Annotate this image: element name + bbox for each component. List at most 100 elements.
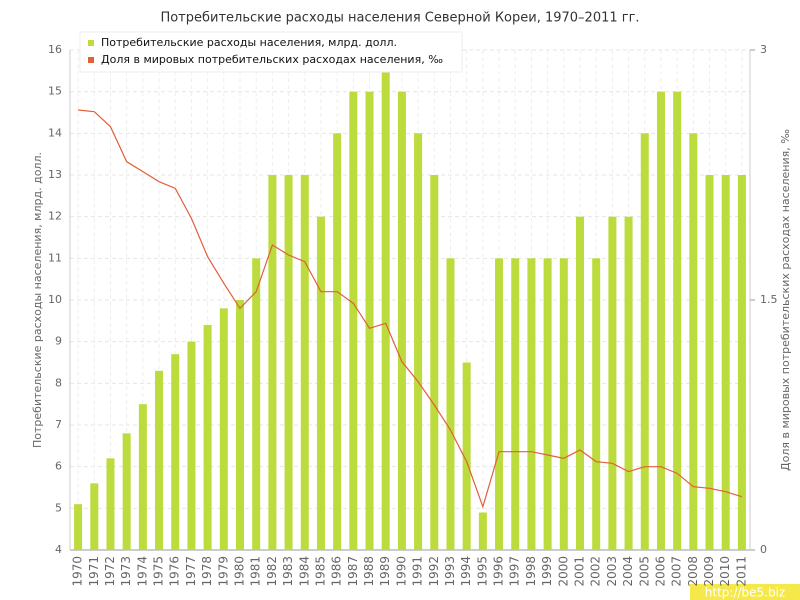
- x-tick-label: 2000: [556, 556, 570, 587]
- bar: [511, 258, 520, 550]
- x-tick-label: 1972: [103, 556, 117, 587]
- y-tick-label: 8: [55, 376, 62, 389]
- bar: [268, 175, 277, 550]
- y-tick-label: 10: [48, 293, 62, 306]
- y-tick-label: 14: [48, 126, 62, 139]
- x-tick-label: 2009: [702, 556, 716, 587]
- bar: [252, 258, 261, 550]
- bar: [592, 258, 601, 550]
- y-tick-label: 5: [55, 501, 62, 514]
- bar: [608, 216, 617, 550]
- x-tick-label: 1992: [427, 556, 441, 587]
- bar: [495, 258, 504, 550]
- bar: [527, 258, 536, 550]
- x-tick-label: 1984: [297, 556, 311, 587]
- x-tick-label: 1997: [508, 556, 522, 587]
- x-tick-label: 1998: [524, 556, 538, 587]
- bar: [365, 91, 374, 551]
- bar: [624, 216, 633, 550]
- x-tick-label: 1994: [459, 556, 473, 587]
- x-tick-label: 2007: [670, 556, 684, 587]
- bar: [316, 216, 325, 550]
- x-tick-label: 2002: [589, 556, 603, 587]
- x-tick-label: 1977: [184, 556, 198, 587]
- x-tick-label: 1973: [119, 556, 133, 587]
- x-tick-label: 1989: [378, 556, 392, 587]
- bar: [446, 258, 455, 550]
- legend-label: Доля в мировых потребительских расходах …: [101, 53, 443, 66]
- bar: [74, 504, 83, 550]
- legend-swatch: [88, 40, 94, 46]
- y2-tick-label: 0: [760, 543, 767, 556]
- watermark-bg: [690, 584, 800, 600]
- x-tick-label: 1971: [87, 556, 101, 587]
- bar: [155, 370, 164, 550]
- bar: [381, 70, 390, 550]
- y-tick-label: 16: [48, 43, 62, 56]
- line: [78, 109, 743, 509]
- bar: [300, 175, 309, 550]
- x-tick-label: 2008: [686, 556, 700, 587]
- x-tick-label: 2005: [637, 556, 651, 587]
- bar: [349, 91, 358, 551]
- x-tick-label: 1976: [168, 556, 182, 587]
- y-tick-label: 12: [48, 210, 62, 223]
- x-tick-label: 2001: [573, 556, 587, 587]
- x-tick-label: 1996: [492, 556, 506, 587]
- bar: [122, 433, 131, 550]
- y2-tick-label: 3: [760, 43, 767, 56]
- bar: [284, 175, 293, 550]
- bar: [462, 362, 471, 550]
- bar: [576, 216, 584, 550]
- bar: [705, 175, 714, 550]
- bar: [430, 175, 439, 550]
- chart-title: Потребительские расходы населения Северн…: [160, 11, 639, 26]
- x-tick-label: 1979: [216, 556, 230, 587]
- y-tick-label: 9: [55, 335, 62, 348]
- legend: Потребительские расходы населения, млрд.…: [79, 31, 463, 73]
- bar: [689, 133, 698, 551]
- x-tick-label: 2011: [734, 556, 748, 587]
- bar: [106, 458, 115, 550]
- bar: [171, 354, 180, 550]
- bar: [478, 512, 487, 550]
- y-tick-label: 13: [48, 168, 62, 181]
- y-tick-label: 6: [55, 460, 62, 473]
- y2-axis-title: Доля в мировых потребительских расходах …: [779, 129, 792, 471]
- bar: [656, 91, 665, 551]
- x-tick-label: 1970: [71, 556, 85, 587]
- x-tick-label: 1991: [411, 556, 425, 587]
- bar: [138, 404, 147, 550]
- x-tick-label: 1974: [135, 556, 149, 587]
- bar: [90, 483, 99, 550]
- legend-swatch: [88, 57, 94, 63]
- x-tick-label: 1993: [443, 556, 457, 587]
- bar: [737, 175, 746, 550]
- y-axis-title: Потребительские расходы населения, млрд.…: [31, 152, 44, 448]
- bar: [187, 341, 196, 550]
- bar: [559, 258, 568, 550]
- x-tick-label: 1999: [540, 556, 554, 587]
- x-tick-label: 1982: [265, 556, 279, 587]
- x-tick-label: 2010: [718, 556, 732, 587]
- y-tick-label: 4: [55, 543, 62, 556]
- x-tick-label: 1981: [249, 556, 263, 587]
- bar: [236, 300, 244, 550]
- y-tick-label: 7: [55, 418, 62, 431]
- x-tick-label: 1987: [346, 556, 360, 587]
- x-tick-label: 2006: [653, 556, 667, 587]
- x-tick-label: 1980: [233, 556, 247, 587]
- x-tick-label: 1990: [394, 556, 408, 587]
- x-tick-label: 2003: [605, 556, 619, 587]
- x-tick-label: 2004: [621, 556, 635, 587]
- x-tick-label: 1975: [152, 556, 166, 587]
- x-tick-label: 1988: [362, 556, 376, 587]
- bar: [414, 133, 423, 551]
- legend-label: Потребительские расходы населения, млрд.…: [101, 36, 397, 49]
- y-tick-label: 15: [48, 85, 62, 98]
- y2-tick-label: 1.5: [760, 293, 778, 306]
- bar: [203, 325, 212, 550]
- bar: [640, 133, 649, 551]
- watermark: http://be5.biz: [705, 586, 785, 600]
